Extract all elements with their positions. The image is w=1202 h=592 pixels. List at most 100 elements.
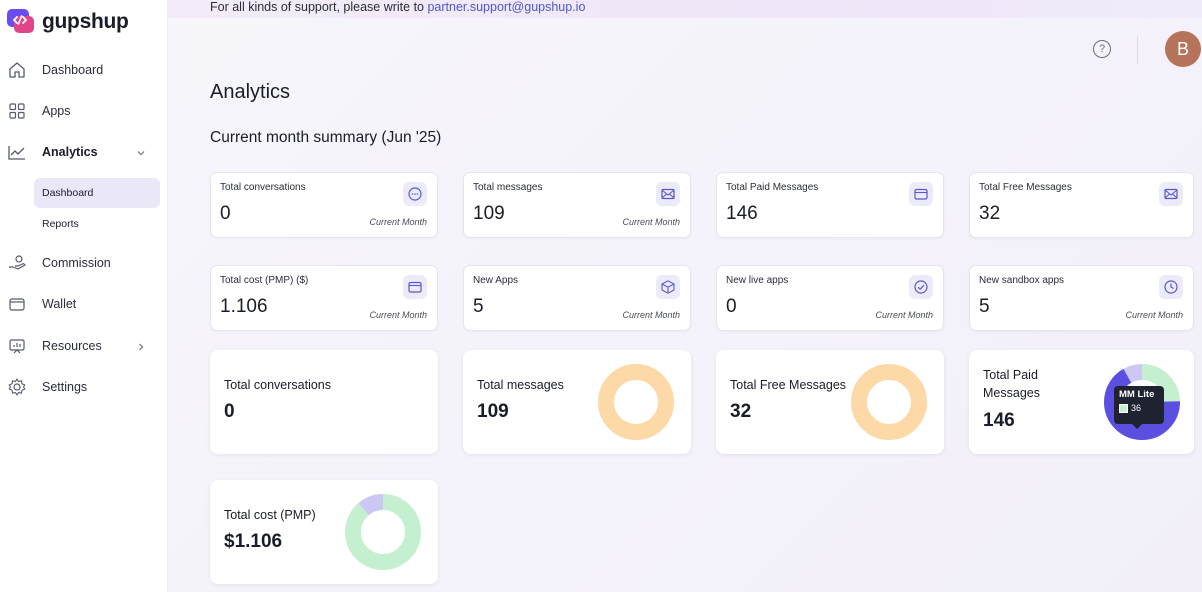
brand-name: gupshup [42, 10, 129, 33]
mail-icon [1159, 182, 1183, 206]
donut-chart-total-free-messages[interactable] [850, 363, 928, 441]
tooltip-value: 36 [1131, 403, 1142, 413]
box-icon [656, 275, 680, 299]
stat-label: Total messages [473, 182, 543, 193]
stat-card-new-apps: New Apps 5 Current Month [463, 265, 691, 331]
tooltip-title: MM Lite [1119, 389, 1155, 400]
tooltip-row: 36 [1119, 403, 1159, 413]
hand-coins-icon [7, 253, 27, 273]
check-circle-icon [909, 275, 933, 299]
chart-card-total-messages: Total messages 109 [463, 350, 691, 454]
sidebar: gupshup Dashboard Apps Analytics Dashboa… [0, 0, 168, 592]
chart-line-icon [7, 142, 27, 162]
chart-card-value: 109 [477, 401, 509, 422]
avatar[interactable]: B [1165, 31, 1201, 67]
brand-logo[interactable]: gupshup [6, 8, 129, 36]
sidebar-item-label: Settings [42, 380, 88, 394]
chevron-down-icon[interactable] [135, 146, 147, 158]
stat-label: New live apps [726, 275, 789, 286]
tooltip-swatch [1119, 403, 1128, 413]
stat-label: New sandbox apps [979, 275, 1065, 286]
gupshup-logo-icon [6, 8, 36, 36]
home-icon [7, 60, 27, 80]
gear-icon [7, 377, 27, 397]
sidebar-item-settings[interactable]: Settings [0, 369, 168, 405]
page-title: Analytics [210, 81, 291, 103]
sidebar-item-apps[interactable]: Apps [0, 93, 168, 129]
chart-card-label: Total Free Messages [730, 378, 847, 392]
chart-card-value: 32 [730, 401, 752, 422]
stat-label: Total Free Messages [979, 182, 1072, 193]
sidebar-subitem-dashboard[interactable]: Dashboard [34, 178, 160, 208]
stat-value: 5 [979, 296, 990, 317]
stat-label: Total Paid Messages [726, 182, 819, 193]
sidebar-item-analytics[interactable]: Analytics [0, 134, 168, 170]
stat-period: Current Month [369, 217, 427, 227]
donut-slice[interactable] [1104, 364, 1180, 440]
chart-card-label: Total cost (PMP) [224, 508, 316, 522]
stat-value: 0 [726, 296, 737, 317]
donut-slice[interactable] [345, 494, 421, 570]
sidebar-item-label: Dashboard [42, 63, 104, 77]
header-divider [1137, 36, 1138, 64]
stat-period: Current Month [622, 310, 680, 320]
resources-icon [7, 336, 27, 356]
stat-card-total-conversations: Total conversations 0 Current Month [210, 172, 438, 238]
stat-value: 0 [220, 203, 231, 224]
chart-card-label: Total conversations [224, 378, 332, 392]
stat-value: 32 [979, 203, 1001, 224]
chart-card-label: Total Paid Messages [983, 368, 1040, 400]
sidebar-item-label: Wallet [42, 297, 77, 311]
sidebar-subitem-reports[interactable]: Reports [42, 218, 79, 230]
donut-slice[interactable] [345, 494, 421, 570]
stat-value: 146 [726, 203, 758, 224]
clock-icon [1159, 275, 1183, 299]
chart-card-total-paid-messages: Total Paid Messages 146 MM Lite 36 [969, 350, 1194, 454]
support-banner: For all kinds of support, please write t… [168, 0, 1202, 18]
stat-period: Current Month [369, 310, 427, 320]
help-icon[interactable]: ? [1093, 40, 1111, 58]
sidebar-item-dashboard[interactable]: Dashboard [0, 52, 168, 88]
sidebar-item-resources[interactable]: Resources [0, 328, 168, 364]
stat-card-total-paid-messages: Total Paid Messages 146 [716, 172, 944, 238]
stat-period: Current Month [875, 310, 933, 320]
donut-chart-total-paid-messages[interactable] [1103, 363, 1181, 441]
chart-card-value: 0 [224, 401, 235, 422]
chart-card-value: $1.106 [224, 531, 283, 552]
stat-label: New Apps [473, 275, 519, 286]
stat-value: 1.106 [220, 296, 268, 317]
stat-label: Total cost (PMP) ($) [220, 275, 309, 286]
stat-period: Current Month [622, 217, 680, 227]
main-content: ? B Analytics Current month summary (Jun… [168, 18, 1202, 592]
chat-icon [403, 182, 427, 206]
donut-chart-total-messages[interactable] [597, 363, 675, 441]
stat-label: Total conversations [220, 182, 306, 193]
tooltip-arrow [1132, 424, 1142, 429]
grid-icon [7, 101, 27, 121]
sidebar-item-label: Commission [42, 256, 111, 270]
donut-chart-total-cost[interactable] [344, 493, 422, 571]
donut-slice[interactable] [1104, 364, 1180, 440]
mail-icon [656, 182, 680, 206]
stat-card-new-sandbox-apps: New sandbox apps 5 Current Month [969, 265, 1194, 331]
sidebar-item-label: Analytics [42, 145, 98, 159]
chevron-right-icon[interactable] [135, 340, 147, 352]
donut-slice[interactable] [598, 364, 674, 440]
donut-slice[interactable] [851, 364, 927, 440]
support-banner-text: For all kinds of support, please write t… [210, 0, 428, 14]
wallet-icon [403, 275, 427, 299]
sidebar-item-wallet[interactable]: Wallet [0, 286, 168, 322]
sidebar-item-commission[interactable]: Commission [0, 245, 168, 281]
stat-period: Current Month [1125, 310, 1183, 320]
wallet-icon [7, 294, 27, 314]
section-title: Current month summary (Jun '25) [210, 129, 442, 146]
stat-value: 5 [473, 296, 484, 317]
sidebar-item-label: Resources [42, 339, 102, 353]
wallet-icon [909, 182, 933, 206]
chart-tooltip: MM Lite 36 [1114, 386, 1164, 429]
chart-card-label: Total messages [477, 378, 564, 392]
stat-value: 109 [473, 203, 505, 224]
support-email-link[interactable]: partner.support@gupshup.io [427, 0, 586, 14]
stat-card-total-messages: Total messages 109 Current Month [463, 172, 691, 238]
sidebar-item-label: Apps [42, 104, 71, 118]
